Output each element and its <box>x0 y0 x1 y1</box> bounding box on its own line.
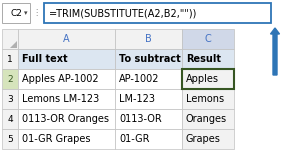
Text: 01-GR Grapes: 01-GR Grapes <box>22 134 90 144</box>
Bar <box>18 89 115 109</box>
Bar <box>182 89 234 109</box>
Bar <box>115 69 182 89</box>
FancyArrow shape <box>271 28 279 75</box>
Text: C: C <box>205 34 211 44</box>
Polygon shape <box>10 41 17 48</box>
Text: Oranges: Oranges <box>186 114 227 124</box>
Text: A: A <box>63 34 70 44</box>
Bar <box>44 3 271 23</box>
Bar <box>182 109 234 129</box>
Text: B: B <box>145 34 152 44</box>
Text: AP-1002: AP-1002 <box>119 74 160 84</box>
Text: LM-123: LM-123 <box>119 94 155 104</box>
Text: To subtract: To subtract <box>119 54 181 64</box>
Text: 1: 1 <box>7 54 13 63</box>
Text: ⋮: ⋮ <box>32 8 40 17</box>
Bar <box>182 49 234 69</box>
Bar <box>2 3 30 23</box>
Bar <box>182 69 234 89</box>
Text: 0113-OR: 0113-OR <box>119 114 162 124</box>
Bar <box>115 109 182 129</box>
Text: 0113-OR Oranges: 0113-OR Oranges <box>22 114 109 124</box>
Bar <box>18 29 115 49</box>
Bar <box>18 109 115 129</box>
Text: 2: 2 <box>7 75 13 83</box>
Text: 3: 3 <box>7 95 13 103</box>
Text: ▾: ▾ <box>24 10 28 16</box>
Bar <box>2 109 18 129</box>
Bar <box>2 89 18 109</box>
Bar <box>115 49 182 69</box>
Text: 5: 5 <box>7 134 13 144</box>
Text: Lemons LM-123: Lemons LM-123 <box>22 94 99 104</box>
Bar <box>182 29 234 49</box>
Bar <box>115 129 182 149</box>
Text: Result: Result <box>186 54 221 64</box>
Bar <box>2 69 18 89</box>
Text: Full text: Full text <box>22 54 68 64</box>
Text: Apples AP-1002: Apples AP-1002 <box>22 74 99 84</box>
Bar <box>2 29 18 49</box>
Bar <box>2 129 18 149</box>
Bar <box>18 69 115 89</box>
Bar <box>18 49 115 69</box>
Bar <box>2 49 18 69</box>
Text: Grapes: Grapes <box>186 134 221 144</box>
Text: 4: 4 <box>7 115 13 124</box>
Text: C2: C2 <box>10 8 22 17</box>
Text: Apples: Apples <box>186 74 219 84</box>
Text: =TRIM(SUBSTITUTE(A2,B2,"")): =TRIM(SUBSTITUTE(A2,B2,"")) <box>49 8 197 18</box>
Bar <box>115 89 182 109</box>
Bar <box>18 129 115 149</box>
Text: Lemons: Lemons <box>186 94 224 104</box>
Text: 01-GR: 01-GR <box>119 134 149 144</box>
Bar <box>182 129 234 149</box>
Bar <box>115 29 182 49</box>
